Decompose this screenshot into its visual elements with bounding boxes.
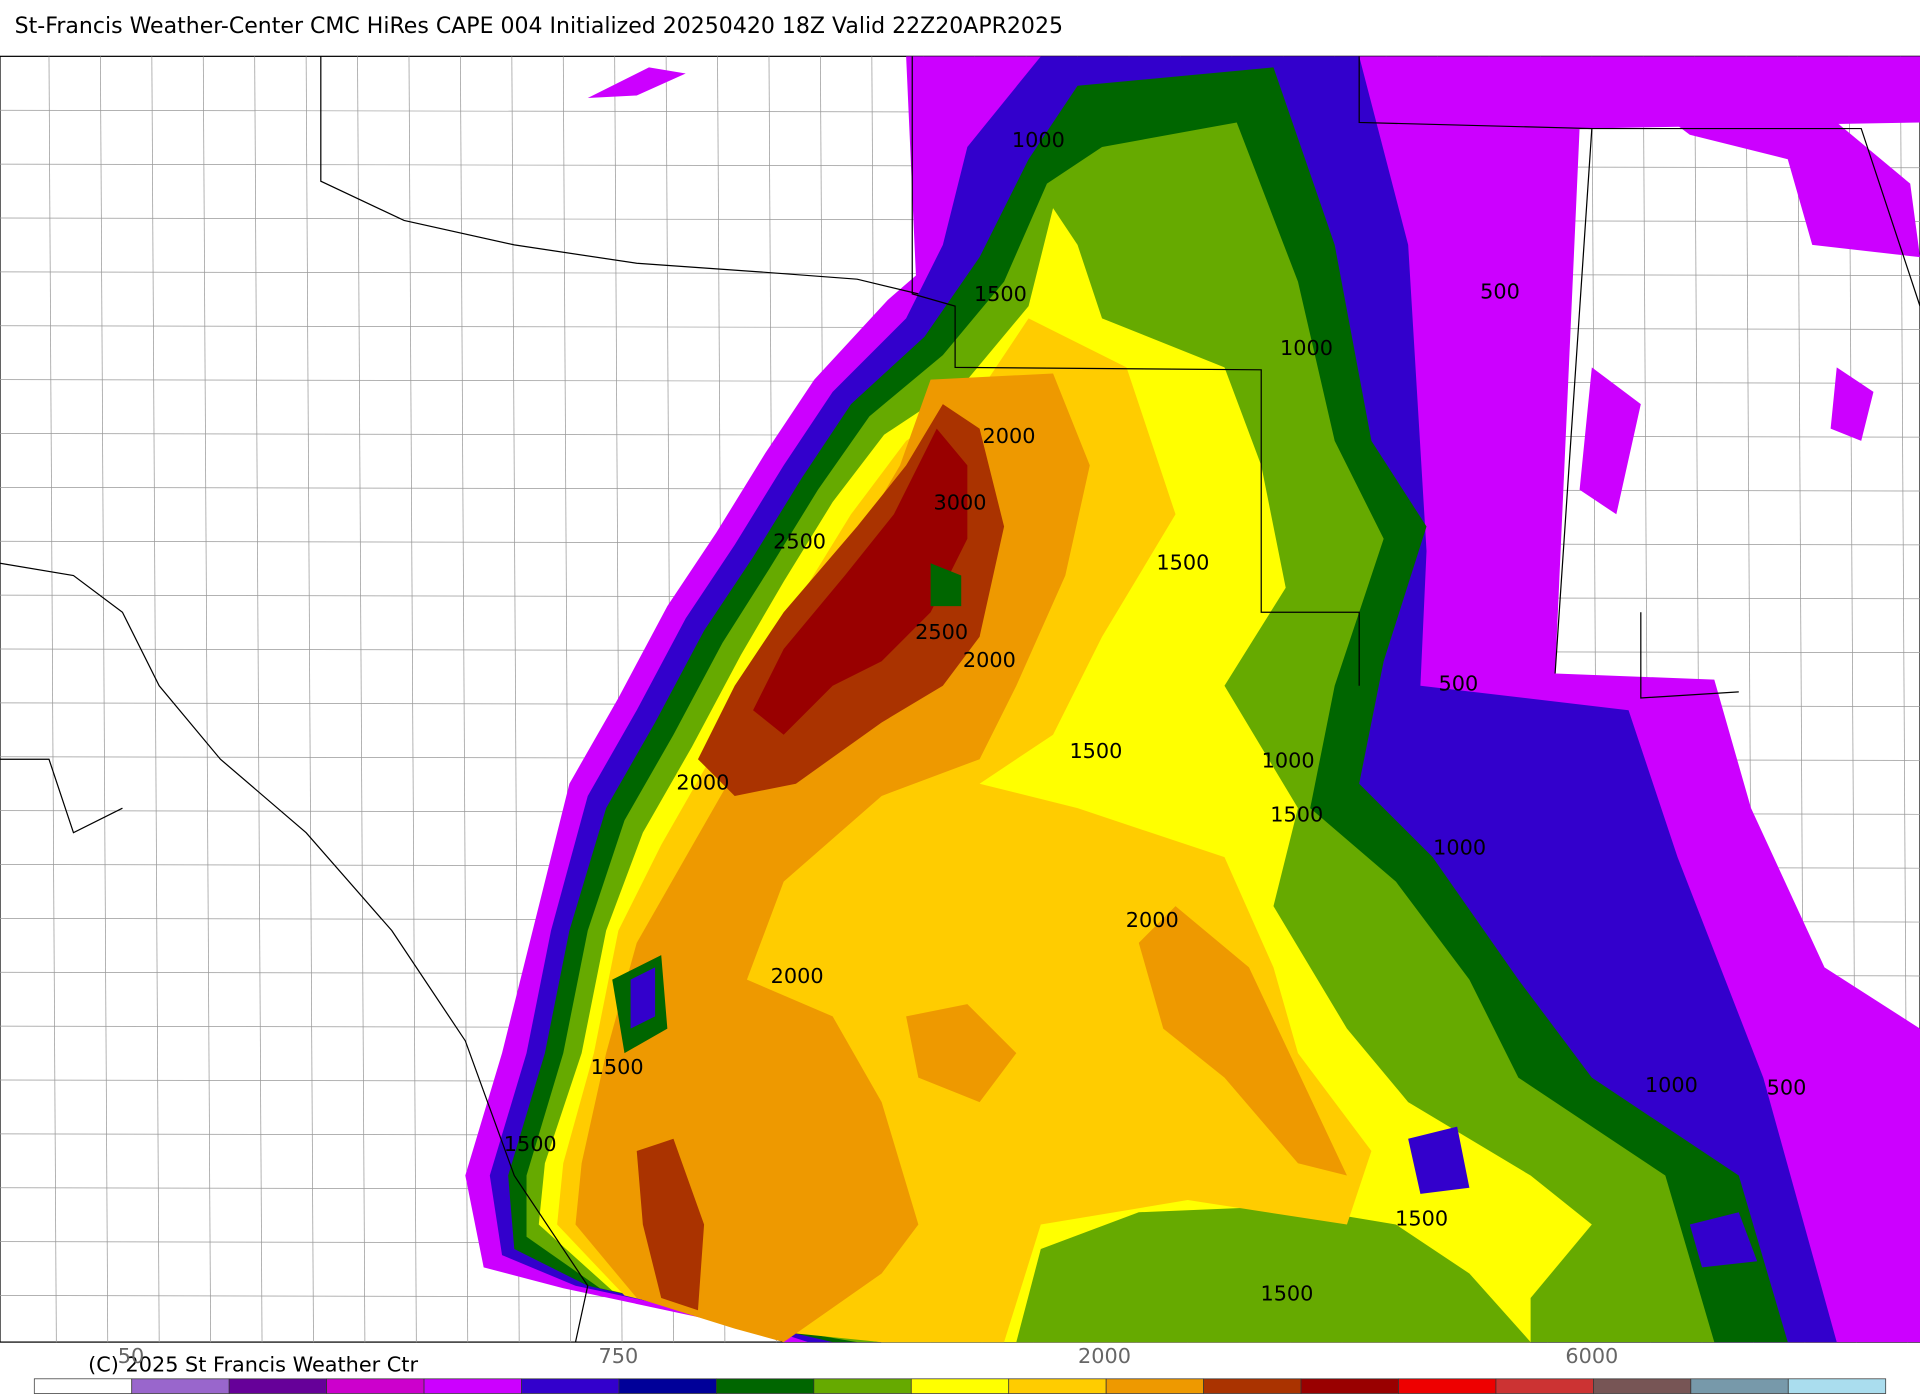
colorbar-swatch — [813, 1378, 912, 1394]
colorbar-swatch — [228, 1378, 327, 1394]
colorbar-swatch — [131, 1378, 230, 1394]
contour-label: 1000 — [1280, 336, 1333, 360]
colorbar-swatch — [1203, 1378, 1302, 1394]
colorbar-swatch — [1398, 1378, 1497, 1394]
contour-label: 1500 — [1069, 739, 1122, 763]
contour-label: 2500 — [915, 620, 968, 644]
contour-label: 3000 — [934, 490, 987, 514]
county-line — [151, 56, 160, 1343]
copyright: (C) 2025 St Francis Weather Ctr — [88, 1352, 418, 1376]
contour-label: 1000 — [1433, 836, 1486, 860]
contour-label: 1000 — [1262, 749, 1315, 773]
county-line — [357, 56, 366, 1343]
county-line — [254, 56, 263, 1343]
colorbar-swatch — [1690, 1378, 1789, 1394]
colorbar-label: 2000 — [1078, 1344, 1131, 1368]
county-line — [305, 56, 314, 1343]
county-line — [48, 56, 57, 1343]
cape-field — [465, 56, 1920, 1343]
colorbar-swatch — [618, 1378, 717, 1394]
map: 1000 1500 1000 2000 3000 2500 1500 2500 2000 500 5… — [0, 55, 1920, 1343]
state-borders — [0, 56, 1920, 1343]
county-line — [100, 56, 109, 1343]
contour-label: 1000 — [1012, 128, 1065, 152]
county-line — [408, 56, 417, 1343]
colorbar: (C) 2025 St Francis Weather Ctr 50 750 200… — [33, 1344, 1887, 1394]
county-line — [460, 56, 469, 1343]
contour-label: 1000 — [1645, 1073, 1698, 1097]
colorbar-label: 6000 — [1565, 1344, 1618, 1368]
colorbar-swatch — [1105, 1378, 1204, 1394]
colorbar-swatch — [326, 1378, 425, 1394]
contour-label: 2000 — [676, 771, 729, 795]
contour-label: 500 — [1767, 1076, 1807, 1100]
contour-label: 500 — [1480, 280, 1520, 304]
colorbar-swatch — [1593, 1378, 1692, 1394]
contour-label: 2000 — [1126, 908, 1179, 932]
contour-label: 500 — [1439, 672, 1479, 696]
colorbar-swatch — [521, 1378, 620, 1394]
contour-label: 2000 — [771, 964, 824, 988]
contour-label: 1500 — [1260, 1281, 1313, 1305]
contour-label: 1500 — [1156, 550, 1209, 574]
contour-label: 1500 — [974, 282, 1027, 306]
contour-label: 1500 — [1270, 803, 1323, 827]
colorbar-label: 50 — [118, 1344, 144, 1368]
colorbar-swatch — [1300, 1378, 1399, 1394]
colorbar-swatch — [423, 1378, 522, 1394]
colorbar-swatch — [33, 1378, 133, 1394]
county-line — [202, 56, 211, 1343]
colorbar-swatch — [1495, 1378, 1594, 1394]
colorbar-label: 750 — [599, 1344, 639, 1368]
map-title: St-Francis Weather-Center CMC HiRes CAPE… — [15, 14, 1063, 39]
colorbar-swatch — [716, 1378, 815, 1394]
contour-label: 2500 — [773, 529, 826, 553]
contour-label: 1500 — [591, 1055, 644, 1079]
contour-label: 1500 — [1395, 1207, 1448, 1231]
colorbar-swatch — [1008, 1378, 1107, 1394]
colorbar-swatch — [1787, 1378, 1887, 1394]
colorbar-swatch — [910, 1378, 1010, 1394]
contour-label: 2000 — [983, 424, 1036, 448]
contour-label: 1500 — [504, 1132, 557, 1156]
contour-label: 2000 — [963, 648, 1016, 672]
